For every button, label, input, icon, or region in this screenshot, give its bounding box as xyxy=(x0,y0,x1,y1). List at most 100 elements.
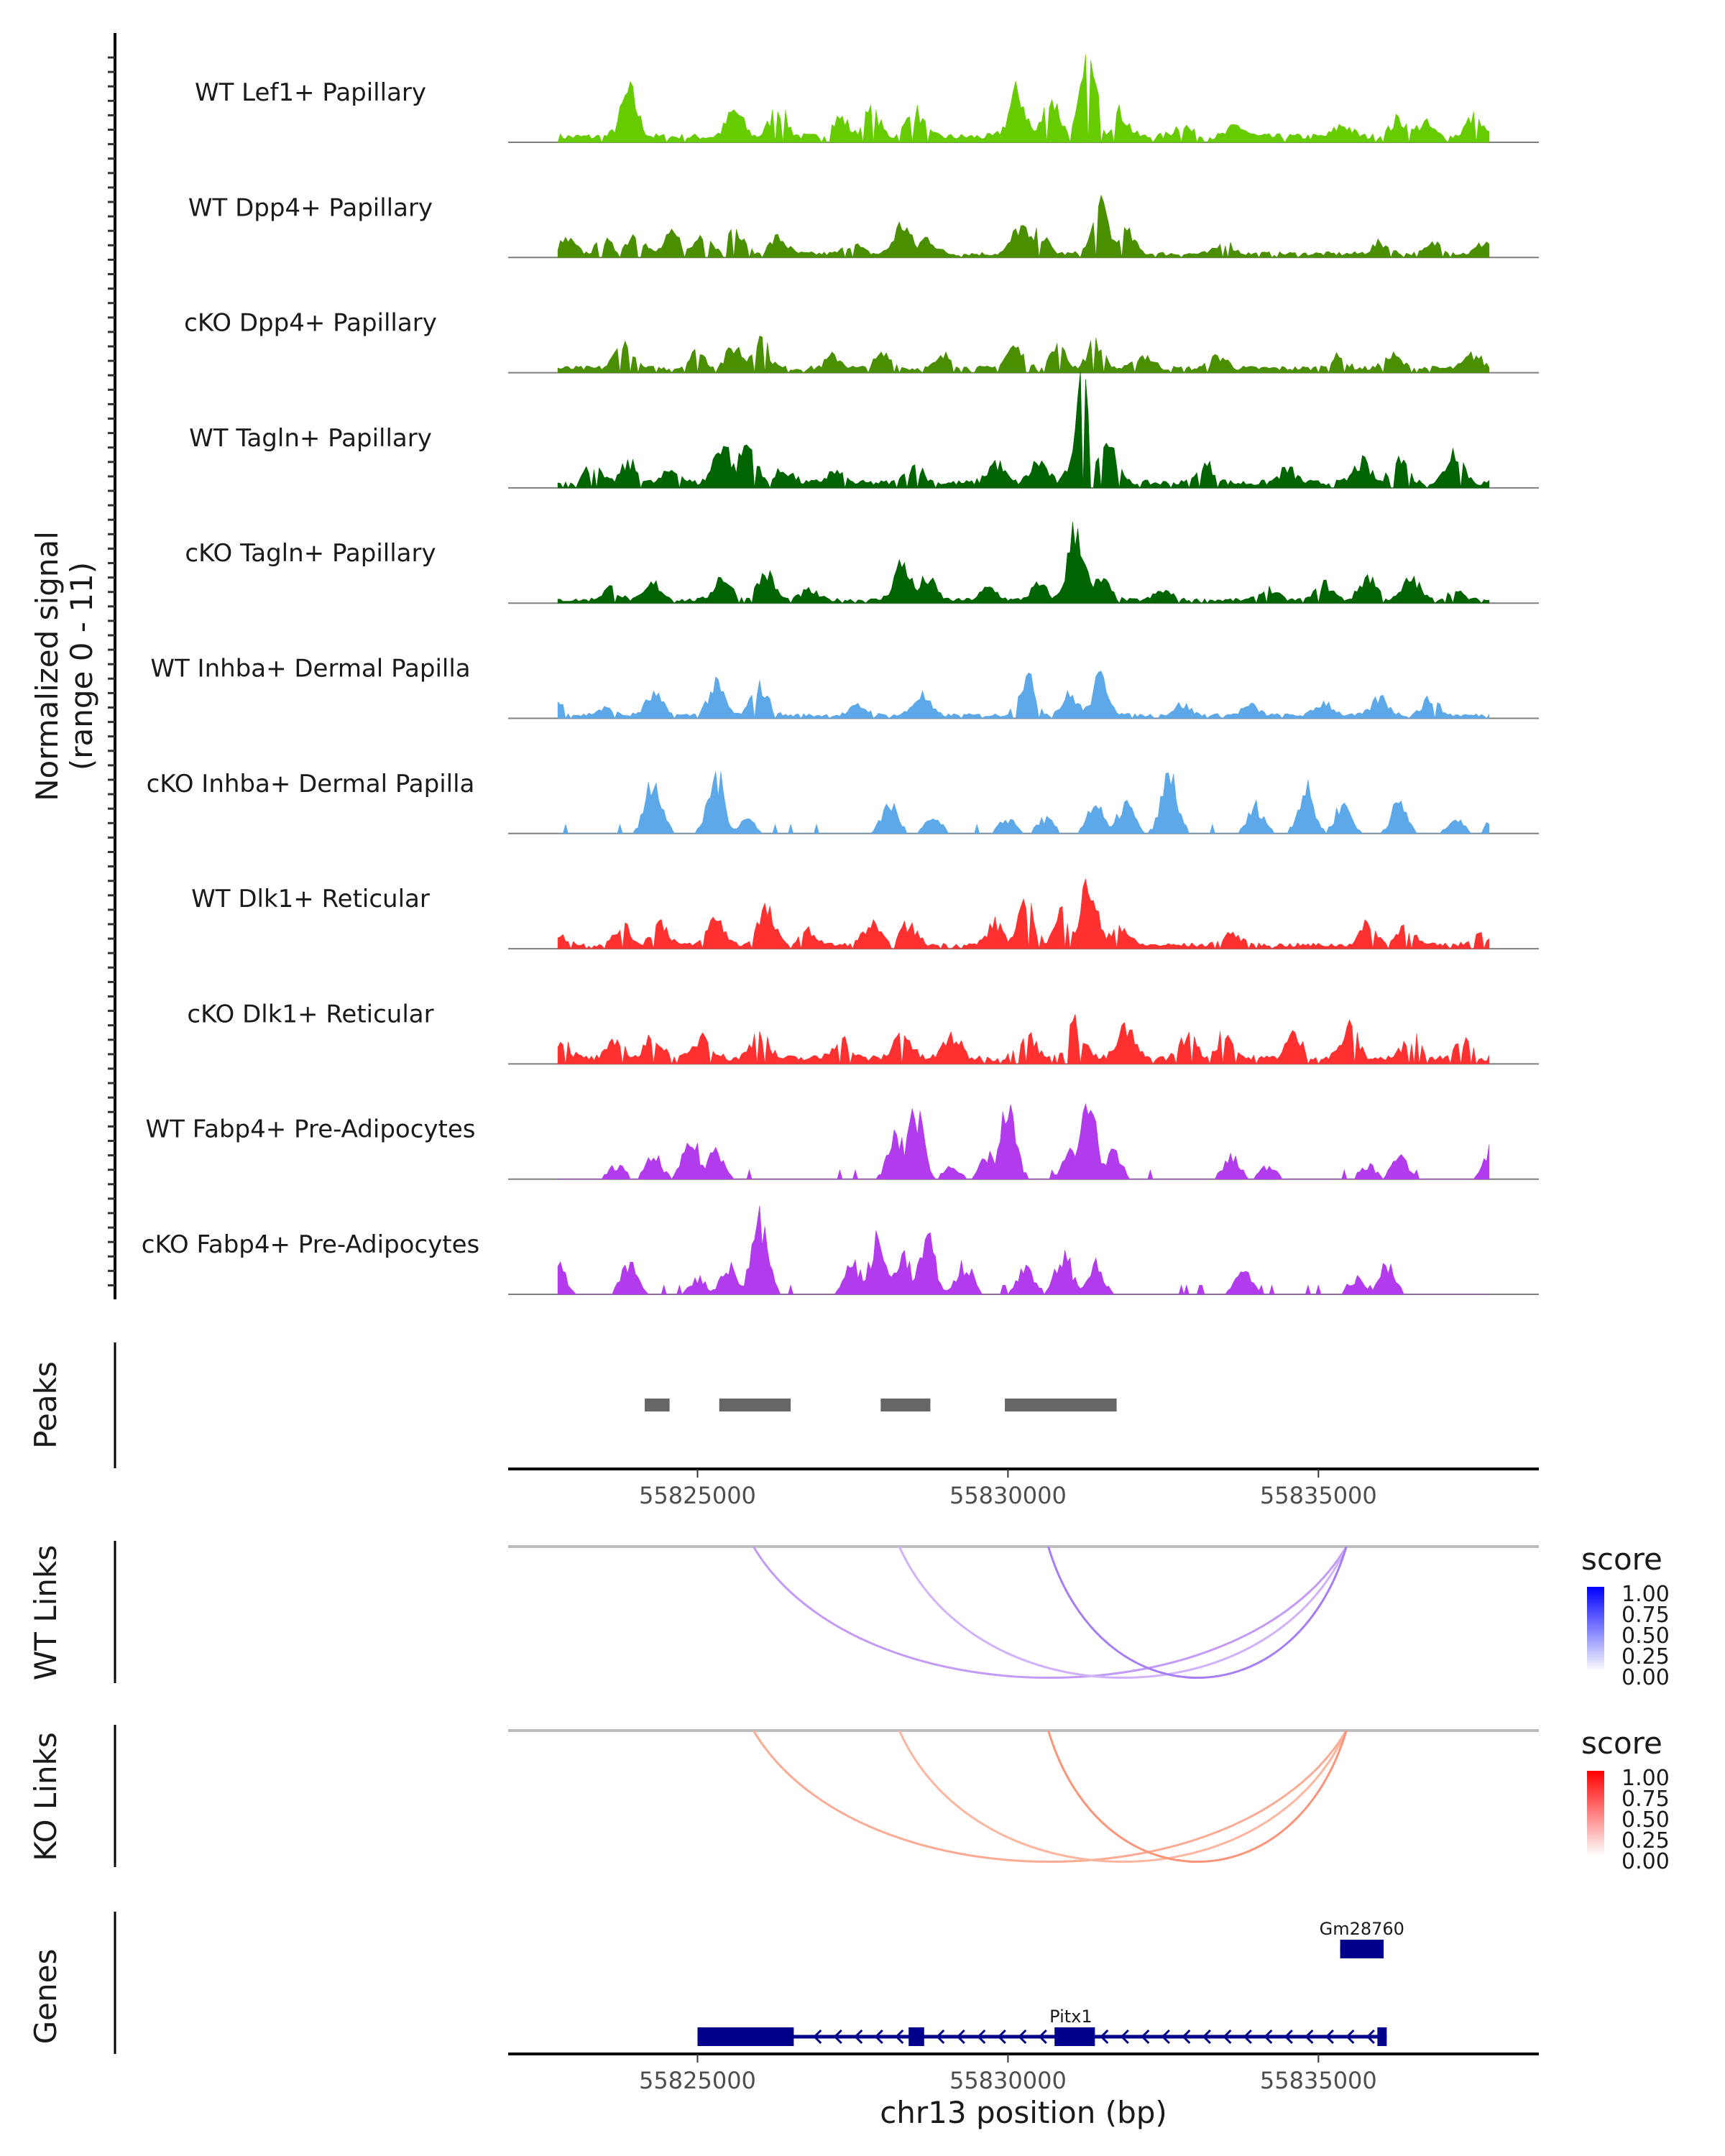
coverage-area xyxy=(557,336,1490,374)
track-label: WT Dpp4+ Papillary xyxy=(188,193,433,222)
strand-arrow-icon xyxy=(1182,2029,1191,2045)
strand-arrow-icon xyxy=(977,2029,986,2045)
coverage-area xyxy=(557,371,1490,489)
coverage-area xyxy=(558,771,1490,834)
coverage-area xyxy=(557,1205,1489,1296)
track-label: cKO Dlk1+ Reticular xyxy=(187,1000,433,1028)
gene-models: Gm28760 Pitx1 xyxy=(697,1919,1404,2046)
strand-arrow-icon xyxy=(936,2029,945,2045)
coverage-track: cKO Dpp4+ Papillary xyxy=(184,309,1539,374)
coverage-track: WT Tagln+ Papillary xyxy=(189,371,1539,489)
strand-arrow-icon xyxy=(833,2029,842,2045)
legend-tick-label: 0.00 xyxy=(1622,1665,1670,1690)
strand-arrow-icon xyxy=(813,2029,822,2045)
x-tick-label: 55830000 xyxy=(949,2067,1067,2094)
x-tick-label: 55830000 xyxy=(949,1482,1067,1509)
coverage-area xyxy=(557,54,1490,144)
strand-arrow-icon xyxy=(1264,2029,1273,2045)
gene-model: Pitx1 xyxy=(697,2007,1387,2046)
track-label: cKO Tagln+ Papillary xyxy=(185,539,436,568)
strand-arrow-icon xyxy=(1161,2029,1170,2045)
coverage-y-axis: Normalized signal (range 0 - 11) xyxy=(29,33,116,1299)
legend-tick-label: 0.50 xyxy=(1622,1623,1670,1649)
legend-tick-label: 0.00 xyxy=(1622,1849,1670,1874)
peak-region xyxy=(1005,1399,1117,1411)
gene-exon xyxy=(1054,2027,1095,2046)
peak-region xyxy=(645,1399,670,1411)
coverage-area xyxy=(557,1013,1490,1065)
x-tick-label: 55825000 xyxy=(639,1482,756,1509)
strand-arrow-icon xyxy=(1038,2029,1047,2045)
coverage-track: cKO Fabp4+ Pre-Adipocytes xyxy=(142,1205,1539,1296)
track-label: WT Inhba+ Dermal Papilla xyxy=(150,655,470,683)
link-panel-title: WT Links xyxy=(28,1545,63,1680)
x-tick-label: 55835000 xyxy=(1260,1482,1377,1509)
coverage-track: WT Dlk1+ Reticular xyxy=(191,878,1539,950)
gene-exon xyxy=(908,2027,924,2046)
genes-title: Genes xyxy=(28,1949,63,2045)
strand-arrow-icon xyxy=(1223,2029,1232,2045)
link-arc xyxy=(898,1730,1348,1863)
coverage-area xyxy=(558,1102,1490,1180)
peaks-title: Peaks xyxy=(28,1361,63,1449)
gene-exon xyxy=(697,2027,794,2046)
peak-regions xyxy=(645,1399,1117,1411)
coverage-area xyxy=(557,194,1490,259)
x-tick-label: 55825000 xyxy=(639,2067,756,2094)
link-panel: WT Links score 1.000.750.500.250.00 xyxy=(28,1541,1670,1690)
strand-arrow-icon xyxy=(1325,2029,1334,2045)
link-panel-title: KO Links xyxy=(28,1732,63,1861)
x-tick-label: 55835000 xyxy=(1260,2067,1377,2094)
track-label: cKO Dpp4+ Papillary xyxy=(184,309,437,338)
track-label: WT Lef1+ Papillary xyxy=(195,78,426,107)
strand-arrow-icon xyxy=(956,2029,965,2045)
link-arc xyxy=(1047,1730,1348,1864)
coverage-track: WT Inhba+ Dermal Papilla xyxy=(150,655,1539,719)
legend-tick-label: 1.00 xyxy=(1622,1766,1670,1791)
coverage-ylabel-line2: (range 0 - 11) xyxy=(64,562,99,770)
strand-arrow-icon xyxy=(997,2029,1006,2045)
legend-colorbar xyxy=(1587,1587,1604,1672)
strand-arrow-icon xyxy=(1141,2029,1150,2045)
peaks-panel: Peaks 55825000 55830000 55835000 xyxy=(28,1342,1539,1509)
track-label: WT Fabp4+ Pre-Adipocytes xyxy=(146,1115,476,1144)
track-label: WT Tagln+ Papillary xyxy=(189,424,432,453)
legend-tick-label: 1.00 xyxy=(1622,1582,1670,1607)
genes-panel: Genes Gm28760 Pitx1 55825000 55830000 55835… xyxy=(28,1912,1539,2130)
strand-arrow-icon xyxy=(874,2029,883,2045)
peak-region xyxy=(719,1399,791,1411)
strand-arrow-icon xyxy=(1346,2029,1355,2045)
legend-tick-label: 0.25 xyxy=(1622,1828,1670,1853)
legend-tick-label: 0.75 xyxy=(1622,1787,1670,1812)
coverage-area xyxy=(557,671,1490,719)
legend-tick-label: 0.75 xyxy=(1622,1603,1670,1628)
strand-arrow-icon xyxy=(895,2029,904,2045)
gene-model: Gm28760 xyxy=(1320,1919,1404,1958)
link-arc xyxy=(752,1730,1348,1864)
track-label: cKO Inhba+ Dermal Papilla xyxy=(147,770,475,798)
legend-tick-label: 0.25 xyxy=(1622,1644,1670,1669)
coverage-track: cKO Inhba+ Dermal Papilla xyxy=(147,770,1539,834)
link-panel: KO Links score 1.000.750.500.250.00 xyxy=(28,1725,1670,1874)
strand-arrow-icon xyxy=(1305,2029,1314,2045)
gene-label: Gm28760 xyxy=(1320,1919,1404,1939)
genes-x-ticks: 55825000 55830000 55835000 xyxy=(639,2054,1377,2094)
coverage-area xyxy=(557,878,1490,950)
link-arc xyxy=(1047,1546,1348,1680)
strand-arrow-icon xyxy=(1100,2029,1109,2045)
coverage-track: WT Fabp4+ Pre-Adipocytes xyxy=(146,1102,1539,1180)
coverage-ylabel-line1: Normalized signal xyxy=(29,531,65,801)
strand-arrow-icon xyxy=(854,2029,863,2045)
track-label: WT Dlk1+ Reticular xyxy=(191,885,430,913)
legend-tick-label: 0.50 xyxy=(1622,1807,1670,1833)
strand-arrow-icon xyxy=(1284,2029,1293,2045)
link-arc xyxy=(752,1546,1348,1680)
x-axis-title: chr13 position (bp) xyxy=(880,2095,1167,2130)
track-label: cKO Fabp4+ Pre-Adipocytes xyxy=(142,1230,480,1259)
coverage-track: WT Lef1+ Papillary xyxy=(195,54,1539,144)
strand-arrow-icon xyxy=(1120,2029,1129,2045)
strand-arrow-icon xyxy=(1202,2029,1211,2045)
coverage-y-ticks xyxy=(108,56,115,1286)
